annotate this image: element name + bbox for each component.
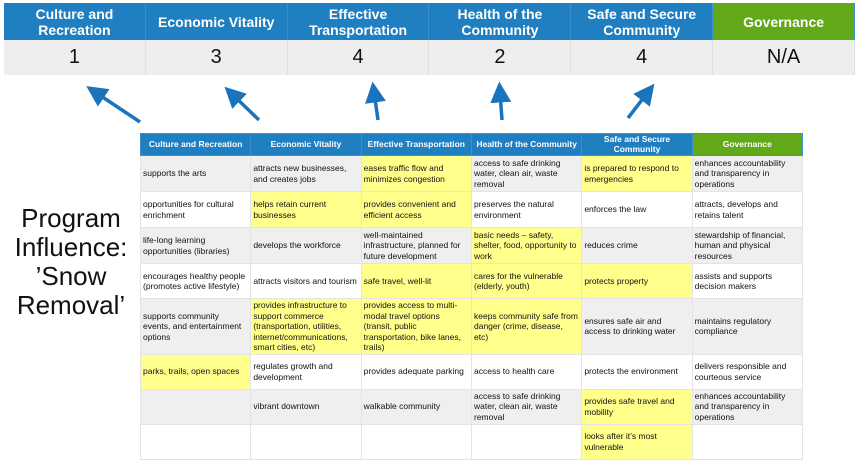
table-cell: basic needs – safety, shelter, food, opp… bbox=[470, 227, 583, 264]
table-row: parks, trails, open spaces regulates grow… bbox=[139, 353, 804, 390]
table-cell: safe travel, well-lit bbox=[360, 263, 472, 299]
table-cell: delivers responsible and courteous servi… bbox=[691, 353, 804, 390]
score-safe: 4 bbox=[571, 40, 714, 75]
arrow-icon bbox=[626, 83, 655, 120]
table-cell: access to safe drinking water, clean air… bbox=[470, 155, 583, 192]
table-cell: eases traffic flow and minimizes congest… bbox=[360, 155, 472, 192]
table-cell: parks, trails, open spaces bbox=[139, 353, 252, 390]
score-economic: 3 bbox=[145, 40, 288, 75]
summary-header-health: Health of the Community bbox=[429, 3, 572, 40]
table-header: Safe and Secure Community bbox=[581, 133, 693, 156]
table-cell: looks after it’s most vulnerable bbox=[581, 423, 693, 460]
table-cell: provides convenient and efficient access bbox=[360, 191, 472, 228]
table-cell: stewardship of financial, human and phys… bbox=[691, 227, 804, 264]
table-row: supports the arts attracts new businesses… bbox=[139, 155, 804, 192]
table-cell bbox=[139, 388, 252, 425]
summary-scorecard: Culture and Recreation Economic Vitality… bbox=[4, 3, 855, 75]
table-cell bbox=[470, 423, 583, 460]
arrow-icon bbox=[224, 86, 261, 122]
score-transportation: 4 bbox=[287, 40, 430, 75]
table-cell: enhances accountability and transparency… bbox=[691, 388, 804, 425]
table-row: encourages healthy people (promotes acti… bbox=[139, 263, 804, 299]
table-header: Effective Transportation bbox=[360, 133, 472, 156]
table-cell: provides access to multi-modal travel op… bbox=[360, 298, 472, 355]
table-cell: preserves the natural environment bbox=[470, 191, 583, 228]
table-row: opportunities for cultural enrichment hel… bbox=[139, 191, 804, 228]
program-influence-label: Program Influence: ’Snow Removal’ bbox=[14, 203, 128, 320]
score-governance: N/A bbox=[713, 40, 855, 75]
table-cell: supports the arts bbox=[139, 155, 252, 192]
table-cell: attracts, develops and retains talent bbox=[691, 191, 804, 228]
score-health: 2 bbox=[429, 40, 572, 75]
table-cell bbox=[691, 423, 804, 460]
table-cell: attracts new businesses, and creates job… bbox=[250, 155, 362, 192]
table-cell: opportunities for cultural enrichment bbox=[139, 191, 252, 228]
table-cell: keeps community safe from danger (crime,… bbox=[470, 298, 583, 355]
table-cell: access to safe drinking water, clean air… bbox=[470, 388, 583, 425]
arrows bbox=[86, 81, 655, 124]
table-header: Economic Vitality bbox=[250, 133, 362, 156]
table-cell: life-long learning opportunities (librar… bbox=[139, 227, 252, 264]
table-header: Health of the Community bbox=[470, 133, 583, 156]
table-cell: well-maintained infrastructure, planned … bbox=[360, 227, 472, 264]
summary-header-culture: Culture and Recreation bbox=[4, 3, 146, 40]
table-cell: protects property bbox=[581, 263, 693, 299]
table-cell: develops the workforce bbox=[250, 227, 362, 264]
table-cell: protects the environment bbox=[581, 353, 693, 390]
table-cell: provides adequate parking bbox=[360, 353, 472, 390]
table-row: vibrant downtown walkable community access… bbox=[139, 388, 804, 425]
table-cell: attracts visitors and tourism bbox=[250, 263, 362, 299]
table-cell: cares for the vulnerable (elderly, youth… bbox=[470, 263, 583, 299]
summary-header-safe: Safe and Secure Community bbox=[571, 3, 714, 40]
arrow-icon bbox=[365, 81, 386, 121]
table-cell: walkable community bbox=[360, 388, 472, 425]
table-cell: maintains regulatory compliance bbox=[691, 298, 804, 355]
table-cell bbox=[360, 423, 472, 460]
table-cell: helps retain current businesses bbox=[250, 191, 362, 228]
arrow-icon bbox=[86, 86, 141, 124]
table-cell: supports community events, and entertain… bbox=[139, 298, 252, 355]
table-cell: regulates growth and development bbox=[250, 353, 362, 390]
arrow-icon bbox=[490, 81, 512, 121]
summary-header-transportation: Effective Transportation bbox=[287, 3, 430, 40]
table-cell: vibrant downtown bbox=[250, 388, 362, 425]
table-cell: ensures safe air and access to drinking … bbox=[581, 298, 693, 355]
table-cell: enforces the law bbox=[581, 191, 693, 228]
table-row: looks after it’s most vulnerable bbox=[139, 423, 804, 460]
table-cell: provides safe travel and mobility bbox=[581, 388, 693, 425]
summary-header-governance: Governance bbox=[713, 3, 855, 40]
table-cell: enhances accountability and transparency… bbox=[691, 155, 804, 192]
table-cell bbox=[250, 423, 362, 460]
table-cell: reduces crime bbox=[581, 227, 693, 264]
table-cell: is prepared to respond to emergencies bbox=[581, 155, 693, 192]
table-cell: assists and supports decision makers bbox=[691, 263, 804, 299]
table-cell: encourages healthy people (promotes acti… bbox=[139, 263, 252, 299]
score-culture: 1 bbox=[4, 40, 146, 75]
summary-header-economic: Economic Vitality bbox=[145, 3, 288, 40]
table-cell: access to health care bbox=[470, 353, 583, 390]
table-cell: provides infrastructure to support comme… bbox=[250, 298, 362, 355]
table-row: supports community events, and entertain… bbox=[139, 298, 804, 355]
table-header: Governance bbox=[691, 133, 804, 156]
table-row: life-long learning opportunities (librar… bbox=[139, 227, 804, 264]
influence-table: Culture and Recreation Economic Vitality E… bbox=[139, 133, 804, 460]
table-cell bbox=[139, 423, 252, 460]
table-header: Culture and Recreation bbox=[139, 133, 252, 156]
